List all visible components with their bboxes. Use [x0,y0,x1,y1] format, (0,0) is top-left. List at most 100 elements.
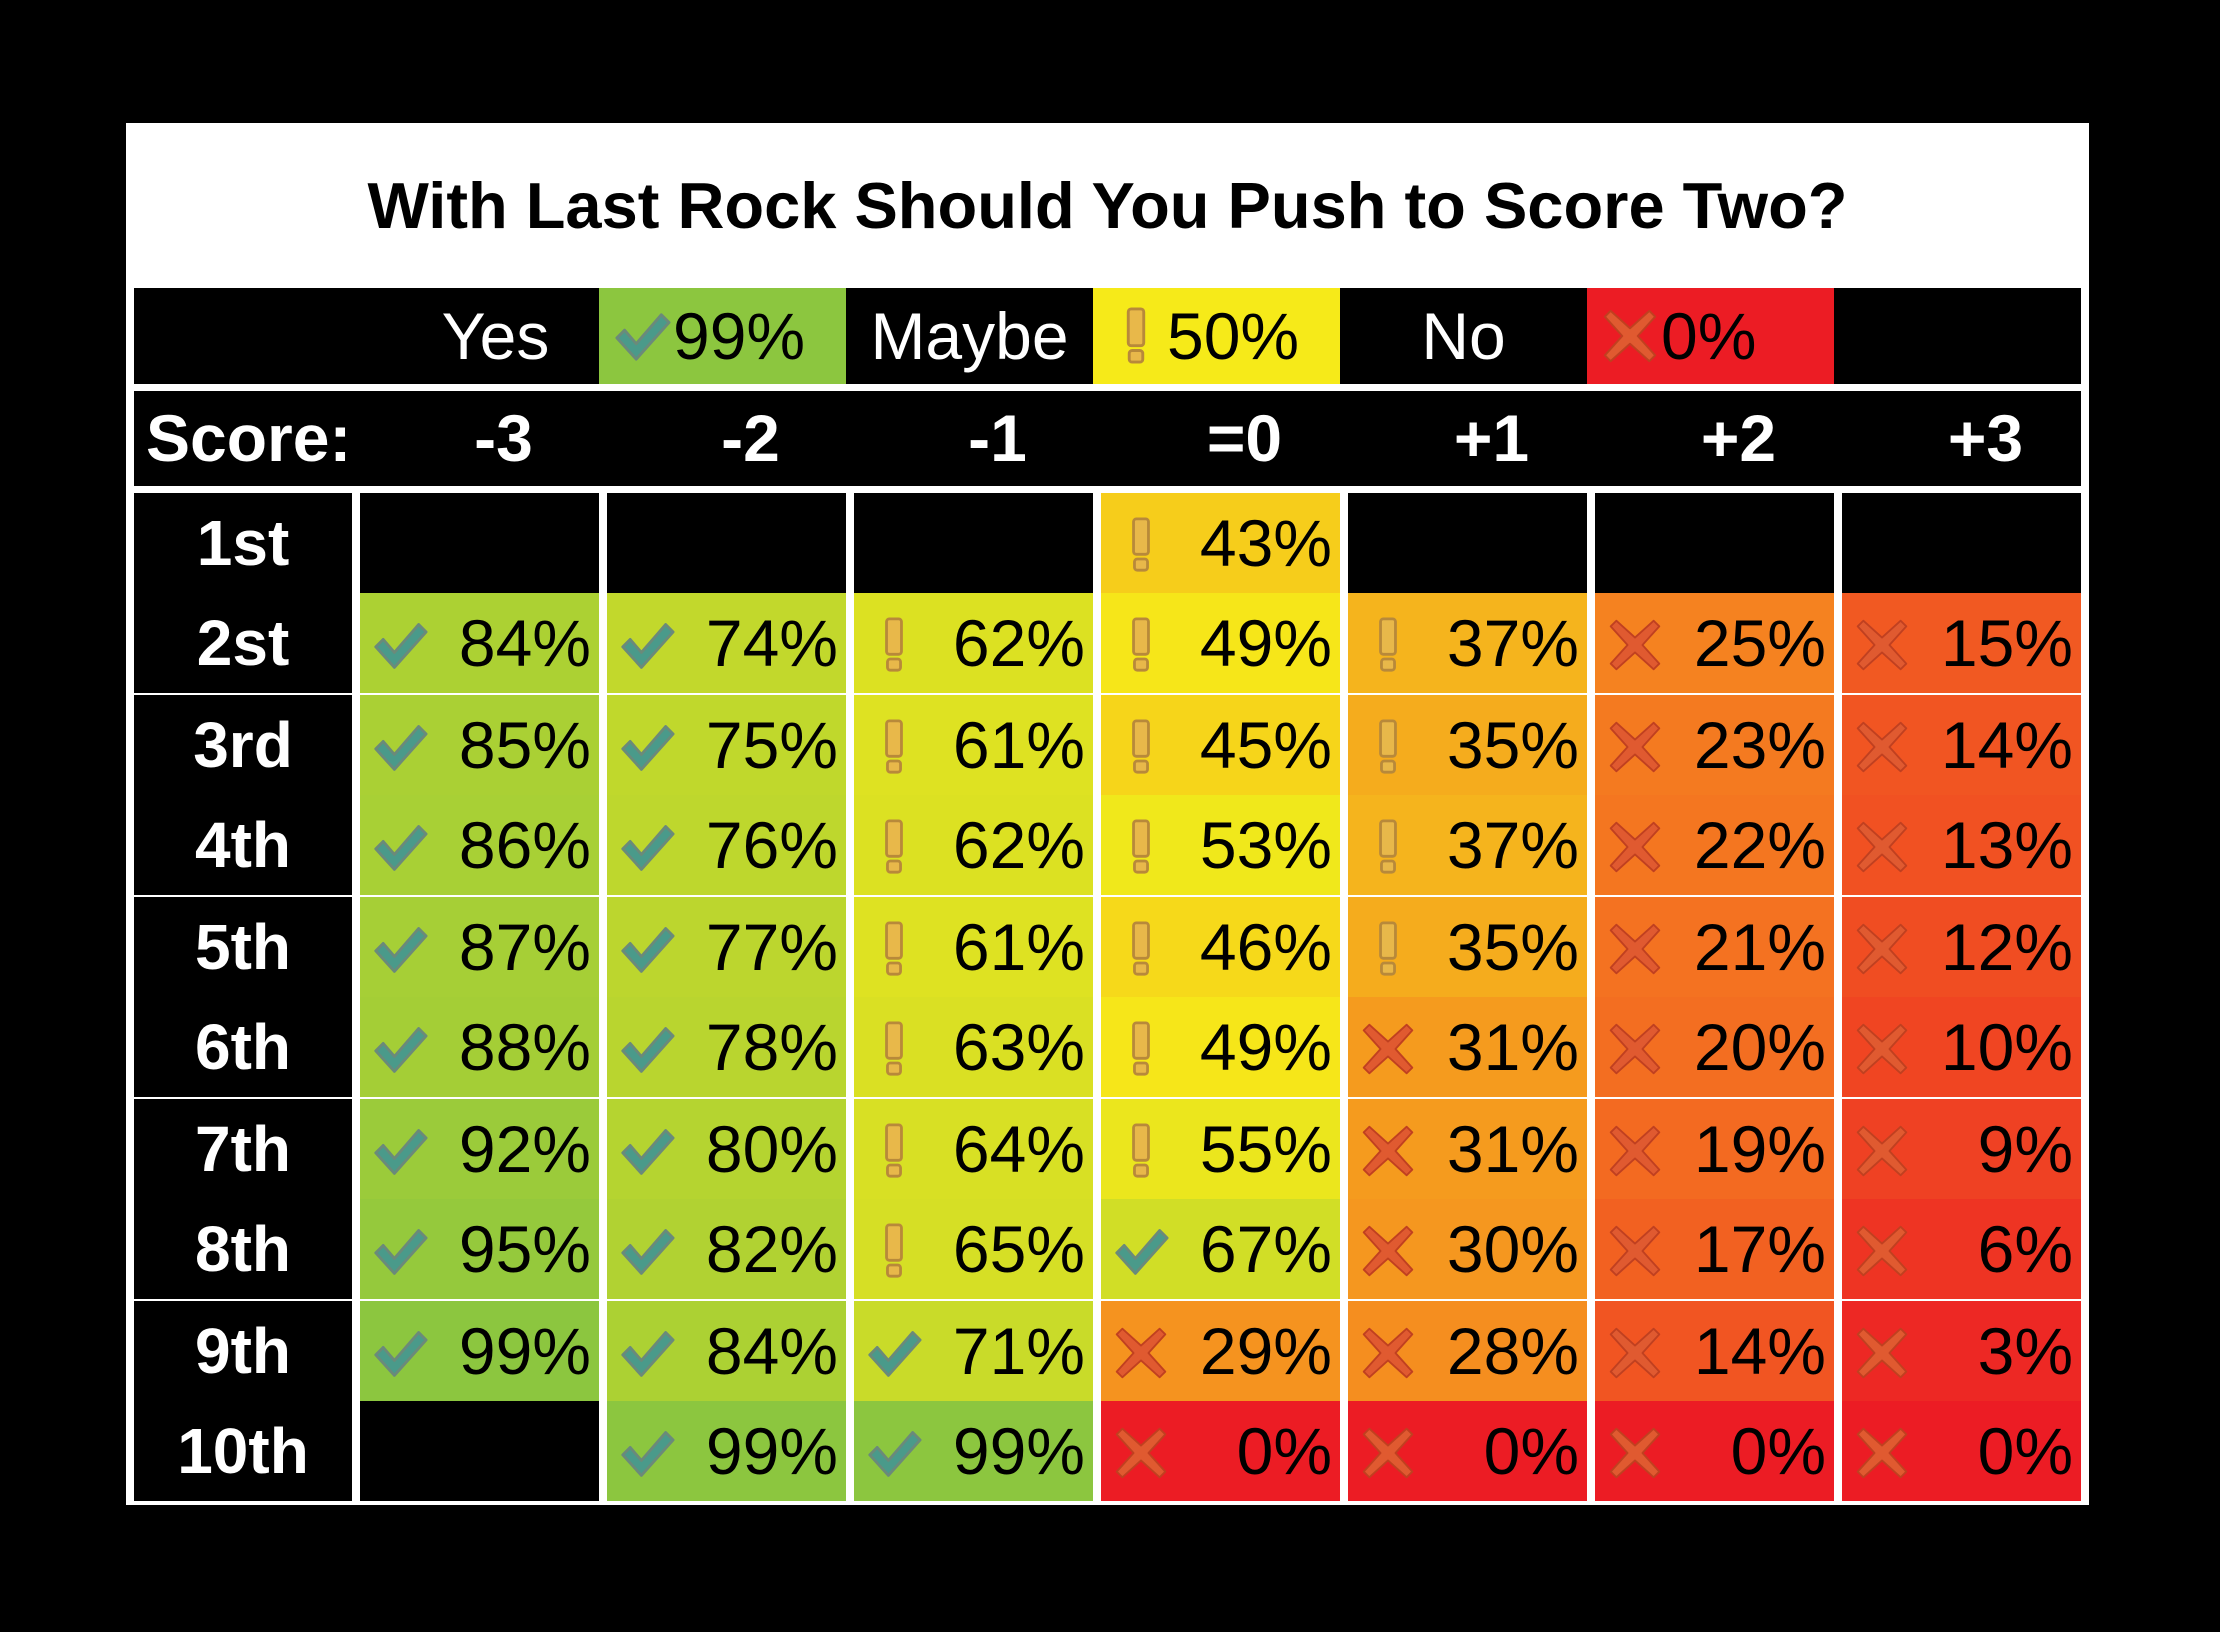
cell-value: 99% [705,1414,838,1488]
heatmap-cell: 87% [360,897,599,997]
cell-value: 65% [952,1212,1085,1286]
heatmap-cell: 62% [854,593,1093,693]
checkmark-icon [613,307,671,365]
exclamation-icon [866,1123,922,1179]
heatmap-cell: 23% [1595,695,1834,795]
heatmap-cell: 85% [360,695,599,795]
heatmap-cell: 84% [360,593,599,693]
cell-value: 49% [1199,606,1332,680]
cross-icon [1854,1021,1910,1077]
cell-value: 99% [458,1314,591,1388]
cell-value: 78% [705,1010,838,1084]
heatmap-cell: 49% [1101,997,1340,1097]
heatmap-cell: 61% [854,897,1093,997]
checkmark-icon [619,819,675,875]
exclamation-icon [1113,819,1169,875]
chart-title: With Last Rock Should You Push to Score … [367,169,1848,242]
cell-value: 99% [952,1414,1085,1488]
row-label-block: 3rd 4th [134,695,352,895]
heatmap-cell: 84% [607,1301,846,1401]
heatmap-cell: 86% [360,795,599,895]
heatmap-cell: 15% [1842,593,2081,693]
cell-value: 87% [458,910,591,984]
heatmap-cell: 0% [1595,1401,1834,1501]
heatmap-cell: 29% [1101,1301,1340,1401]
exclamation-icon [866,921,922,977]
cell-value: 64% [952,1112,1085,1186]
cell-value: 22% [1693,808,1826,882]
heatmap-cell [360,493,599,593]
cell-value: 61% [952,910,1085,984]
cell-value: 85% [458,708,591,782]
column-header: -3 [474,401,533,475]
cell-value: 20% [1693,1010,1826,1084]
cell-value: 30% [1446,1212,1579,1286]
cell-value: 0% [1730,1414,1826,1488]
exclamation-icon [866,617,922,673]
heatmap-cell: 46% [1101,897,1340,997]
cell-value: 3% [1977,1314,2073,1388]
cross-icon [1854,719,1910,775]
cell-value: 53% [1199,808,1332,882]
cell-value: 62% [952,606,1085,680]
row-label: 4th [195,809,291,881]
cell-value: 88% [458,1010,591,1084]
cell-value: 23% [1693,708,1826,782]
row-label: 5th [195,911,291,983]
column-header: =0 [1206,401,1283,475]
checkmark-icon [372,719,428,775]
cell-value: 25% [1693,606,1826,680]
exclamation-icon [1113,719,1169,775]
exclamation-icon [866,819,922,875]
cross-icon [1601,307,1659,365]
checkmark-icon [372,819,428,875]
score-label: Score: [146,401,352,475]
heatmap-cell: 80% [607,1099,846,1199]
cell-value: 28% [1446,1314,1579,1388]
heatmap-cell: 61% [854,695,1093,795]
column-header: -1 [968,401,1027,475]
checkmark-icon [619,1325,675,1381]
heatmap-cell: 55% [1101,1099,1340,1199]
cell-value: 80% [705,1112,838,1186]
cell-value: 37% [1446,606,1579,680]
cross-icon [1113,1425,1169,1481]
legend-no-swatch: 0% [1587,288,1834,384]
heatmap-cell: 3% [1842,1301,2081,1401]
heatmap-cell: 12% [1842,897,2081,997]
heatmap-cell: 76% [607,795,846,895]
row-label-block: 7th 8th [134,1099,352,1299]
cell-value: 61% [952,708,1085,782]
cross-icon [1854,819,1910,875]
cell-value: 75% [705,708,838,782]
cell-value: 0% [1483,1414,1579,1488]
row-label: 2st [196,607,290,679]
cross-icon [1854,1325,1910,1381]
row-label: 8th [195,1213,291,1285]
heatmap-cell [1842,493,2081,593]
cell-value: 43% [1199,506,1332,580]
heatmap-cell: 14% [1595,1301,1834,1401]
checkmark-icon [866,1325,922,1381]
cell-value: 6% [1977,1212,2073,1286]
cross-icon [1607,1325,1663,1381]
cell-value: 31% [1446,1112,1579,1186]
cell-value: 14% [1940,708,2073,782]
heatmap-cell: 37% [1348,795,1587,895]
heatmap-cell: 99% [854,1401,1093,1501]
cross-icon [1854,1223,1910,1279]
cross-icon [1113,1325,1169,1381]
cell-value: 12% [1940,910,2073,984]
cell-value: 62% [952,808,1085,882]
cell-value: 13% [1940,808,2073,882]
cell-value: 14% [1693,1314,1826,1388]
heatmap-cell [360,1401,599,1501]
exclamation-icon [1360,719,1416,775]
cell-value: 92% [458,1112,591,1186]
cell-value: 84% [458,606,591,680]
cell-value: 19% [1693,1112,1826,1186]
cell-value: 37% [1446,808,1579,882]
heatmap-cell: 35% [1348,897,1587,997]
cell-value: 46% [1199,910,1332,984]
exclamation-icon [1113,1021,1169,1077]
